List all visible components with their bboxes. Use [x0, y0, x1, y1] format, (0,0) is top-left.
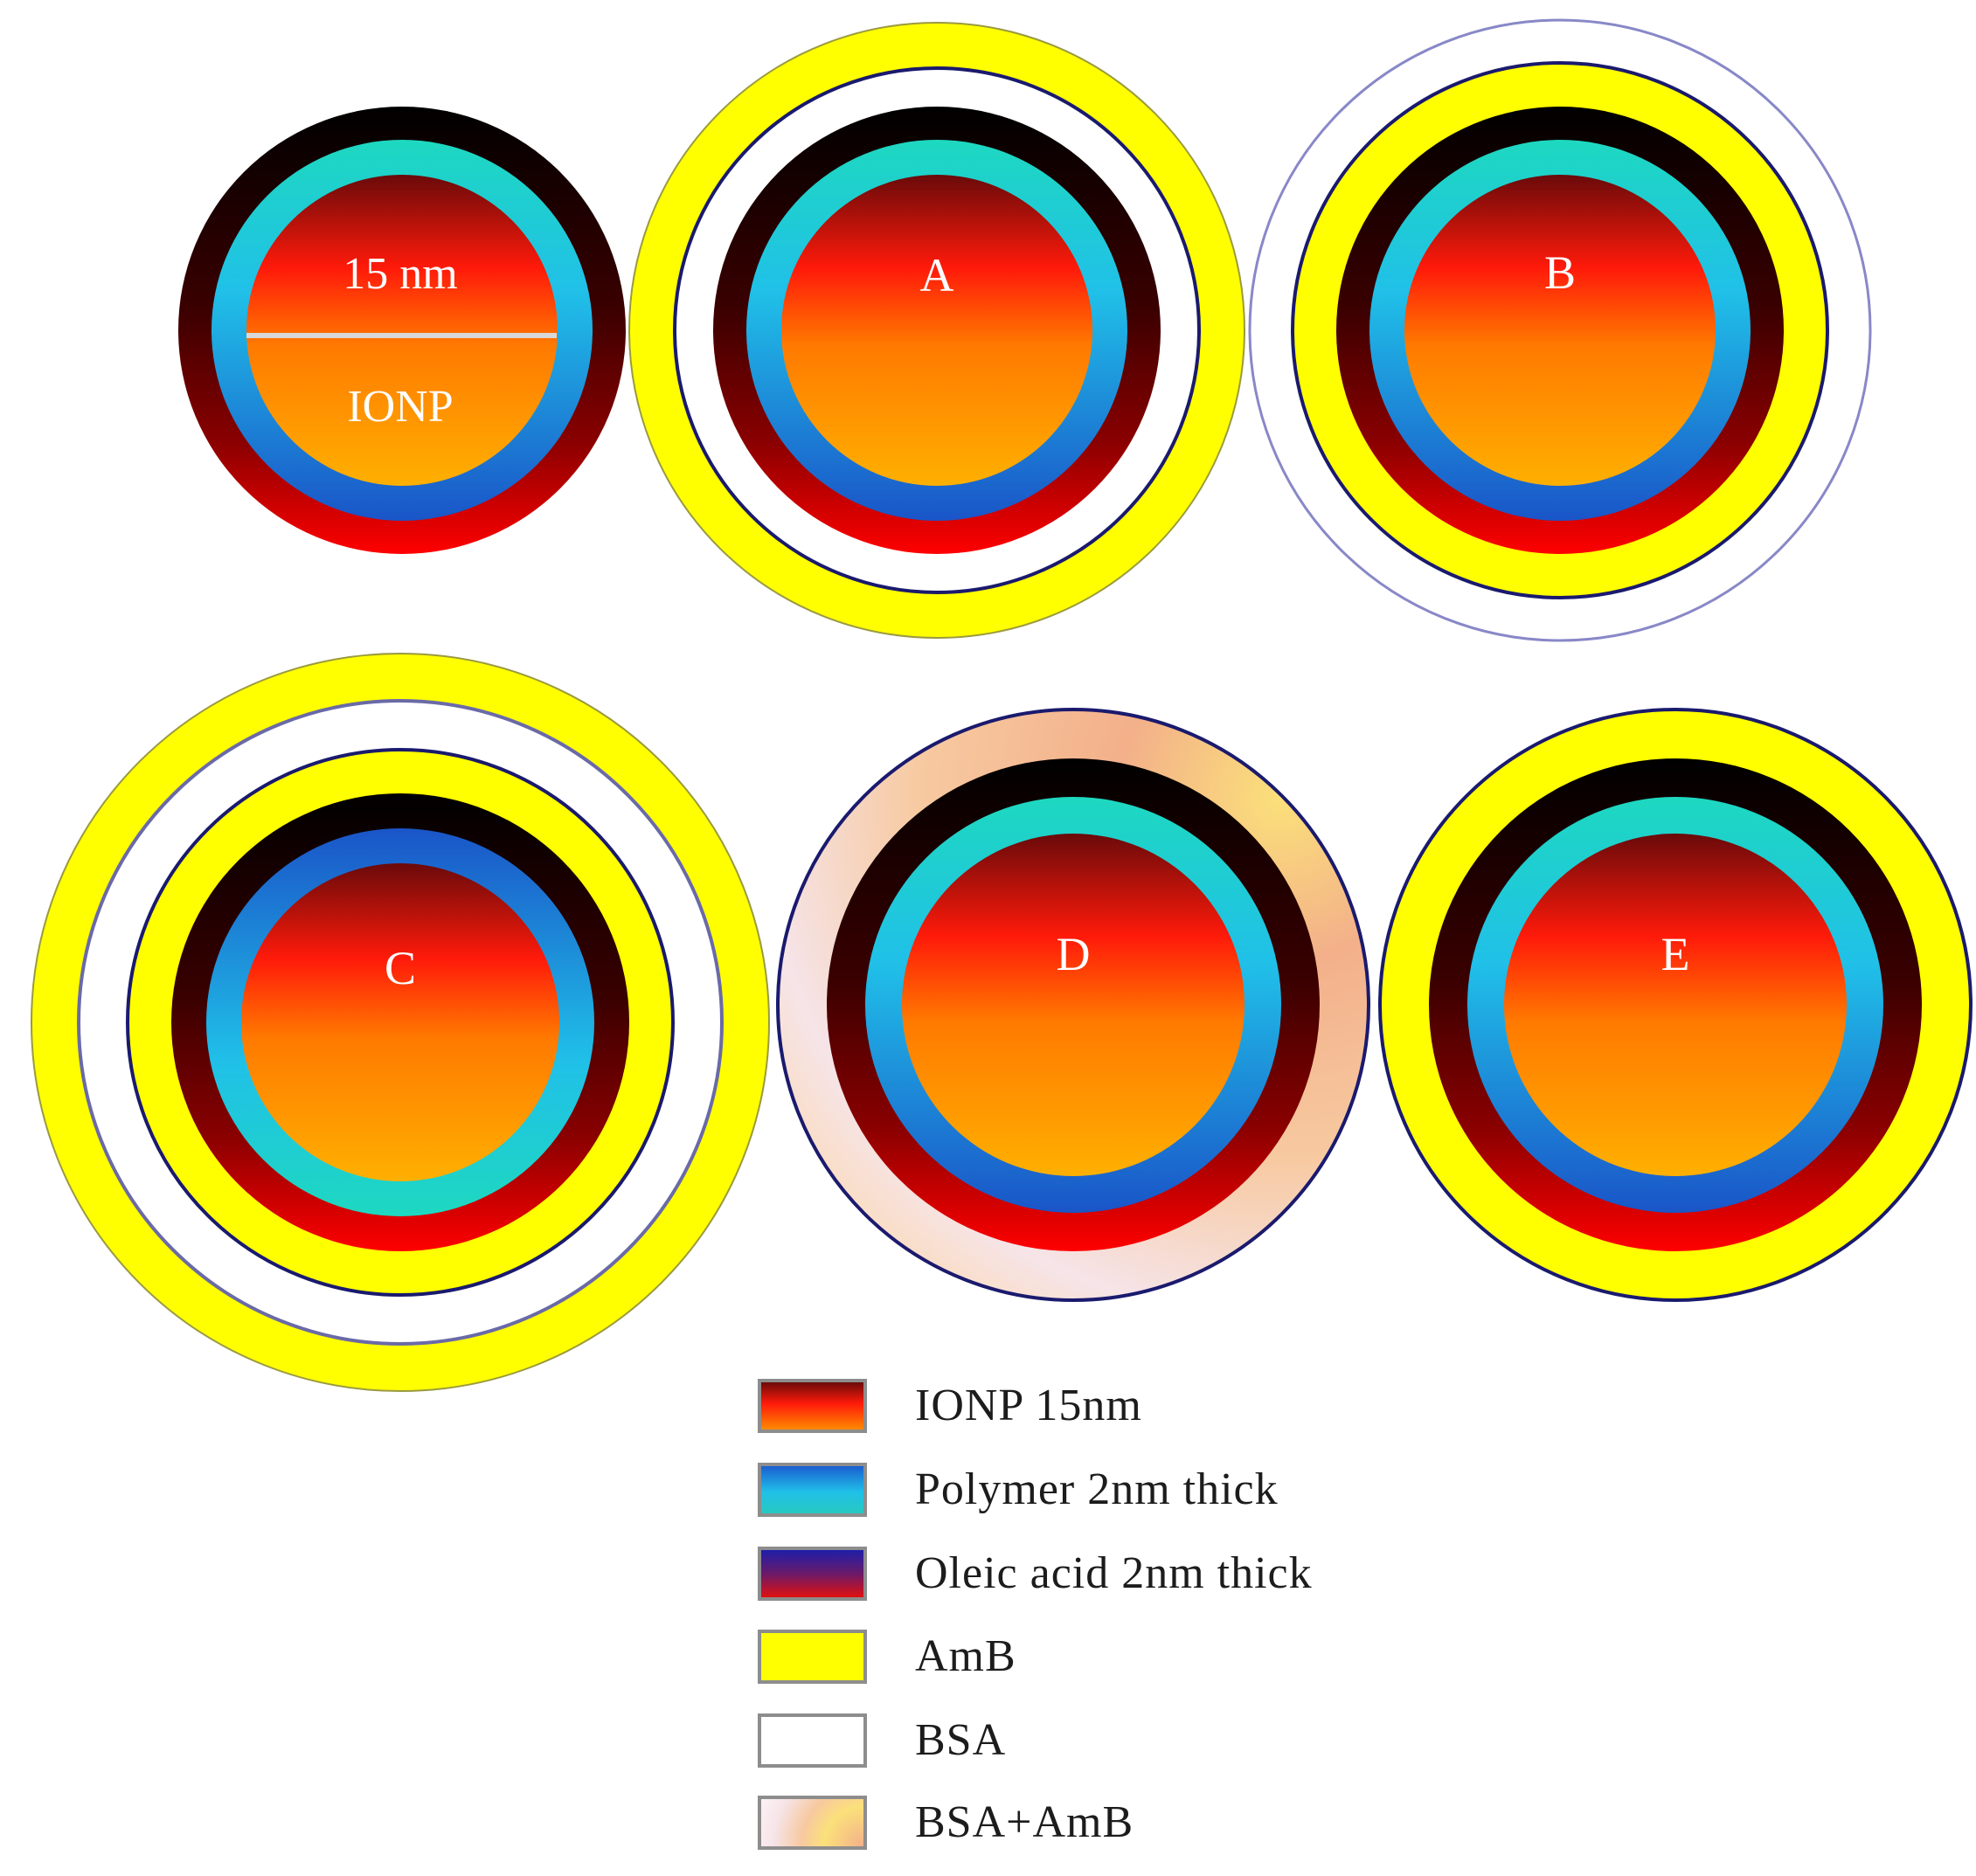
ionp-core [1504, 834, 1847, 1176]
legend-item-bsa-amb: BSA+AmB [758, 1796, 1457, 1853]
legend-label-amb: AmB [915, 1631, 1016, 1681]
particle-label-a: A [920, 249, 954, 301]
legend-swatch-oleic-acid [758, 1547, 867, 1601]
particle-d: D [776, 708, 1370, 1302]
particle-c: C [31, 653, 770, 1392]
legend-swatch-ionp [758, 1379, 867, 1433]
ionp-core [781, 175, 1092, 486]
ionp-core [246, 175, 558, 486]
legend-label-polymer: Polymer 2nm thick [915, 1464, 1279, 1514]
legend-item-polymer: Polymer 2nm thick [758, 1463, 1457, 1520]
ionp-core [902, 834, 1245, 1176]
legend-label-bsa-amb: BSA+AmB [915, 1797, 1134, 1847]
particle-a: A [628, 22, 1245, 639]
legend-label-ionp: IONP 15nm [915, 1381, 1142, 1430]
legend-item-bsa: BSA [758, 1713, 1457, 1771]
legend-item-oleic-acid: Oleic acid 2nm thick [758, 1547, 1457, 1604]
legend-label-oleic-acid: Oleic acid 2nm thick [915, 1548, 1313, 1598]
legend-swatch-bsa [758, 1713, 867, 1768]
particle-e: E [1378, 708, 1973, 1302]
particle-label-c: C [385, 942, 416, 994]
ionp-core [241, 863, 559, 1181]
legend-swatch-polymer [758, 1463, 867, 1517]
particle-reference: 15 nm IONP [178, 107, 626, 554]
particle-label-b: B [1544, 246, 1576, 299]
core-size-label: 15 nm [343, 249, 457, 299]
particle-b: B [1248, 18, 1872, 642]
particle-label-e: E [1661, 928, 1690, 980]
legend-swatch-bsa-amb [758, 1796, 867, 1850]
particle-label-d: D [1057, 928, 1091, 980]
core-name-label: IONP [347, 382, 453, 432]
ionp-core [1404, 175, 1716, 486]
legend-item-ionp: IONP 15nm [758, 1379, 1457, 1436]
legend-label-bsa: BSA [915, 1715, 1007, 1765]
legend-swatch-amb [758, 1630, 867, 1684]
legend-item-amb: AmB [758, 1630, 1457, 1687]
